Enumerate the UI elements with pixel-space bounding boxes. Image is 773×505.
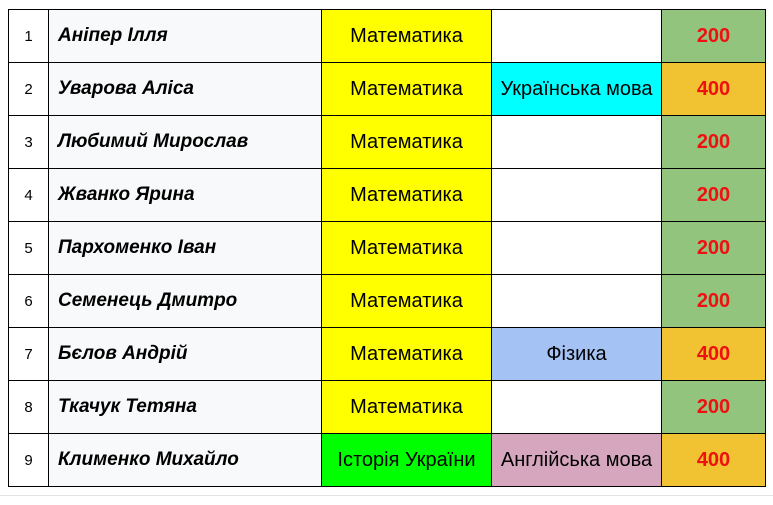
next-row-edge [0,495,773,496]
subject-1-cell[interactable]: Математика [321,380,492,434]
subject-1-cell[interactable]: Математика [321,168,492,222]
row-number-cell[interactable]: 3 [8,115,49,169]
table-body: 1 Аніпер Ілля Математика 200 2 Уварова Аліса М… [8,9,766,487]
subject-2-cell[interactable] [491,168,662,222]
subject-2-cell[interactable] [491,380,662,434]
table-row: 6 Семенець Дмитро Математика 200 [8,274,766,328]
row-number-cell[interactable]: 1 [8,9,49,63]
subject-2-cell[interactable] [491,9,662,63]
subject-2-cell[interactable] [491,115,662,169]
student-name-cell[interactable]: Бєлов Андрій [48,327,322,381]
table-row: 7 Бєлов Андрій Математика Фізика 400 [8,327,766,381]
score-cell[interactable]: 200 [661,115,766,169]
score-cell[interactable]: 200 [661,9,766,63]
student-name-cell[interactable]: Уварова Аліса [48,62,322,116]
table-row: 3 Любимий Мирослав Математика 200 [8,115,766,169]
student-name-cell[interactable]: Пархоменко Іван [48,221,322,275]
table-row: 1 Аніпер Ілля Математика 200 [8,9,766,63]
subject-2-cell[interactable] [491,274,662,328]
subject-1-cell[interactable]: Математика [321,9,492,63]
subject-1-cell[interactable]: Історія України [321,433,492,487]
table-row: 5 Пархоменко Іван Математика 200 [8,221,766,275]
score-cell[interactable]: 400 [661,62,766,116]
score-cell[interactable]: 200 [661,274,766,328]
row-number-cell[interactable]: 5 [8,221,49,275]
subject-2-cell[interactable]: Англійська мова [491,433,662,487]
row-number-cell[interactable]: 4 [8,168,49,222]
student-name-cell[interactable]: Ткачук Тетяна [48,380,322,434]
table-row: 4 Жванко Ярина Математика 200 [8,168,766,222]
table-row: 8 Ткачук Тетяна Математика 200 [8,380,766,434]
row-number-cell[interactable]: 7 [8,327,49,381]
student-name-cell[interactable]: Клименко Михайло [48,433,322,487]
table-row: 9 Клименко Михайло Історія України Англійсь… [8,433,766,487]
score-cell[interactable]: 400 [661,433,766,487]
subject-2-cell[interactable] [491,221,662,275]
row-number-cell[interactable]: 8 [8,380,49,434]
row-number-cell[interactable]: 6 [8,274,49,328]
subject-2-cell[interactable]: Українська мова [491,62,662,116]
spreadsheet-table: 1 Аніпер Ілля Математика 200 2 Уварова Аліса М… [8,9,766,487]
score-cell[interactable]: 200 [661,221,766,275]
student-name-cell[interactable]: Любимий Мирослав [48,115,322,169]
row-number-cell[interactable]: 9 [8,433,49,487]
row-number-cell[interactable]: 2 [8,62,49,116]
score-cell[interactable]: 200 [661,380,766,434]
subject-1-cell[interactable]: Математика [321,274,492,328]
subject-1-cell[interactable]: Математика [321,62,492,116]
table-row: 2 Уварова Аліса Математика Українська мова 4… [8,62,766,116]
student-name-cell[interactable]: Аніпер Ілля [48,9,322,63]
subject-1-cell[interactable]: Математика [321,115,492,169]
score-cell[interactable]: 400 [661,327,766,381]
student-name-cell[interactable]: Семенець Дмитро [48,274,322,328]
subject-2-cell[interactable]: Фізика [491,327,662,381]
subject-1-cell[interactable]: Математика [321,221,492,275]
score-cell[interactable]: 200 [661,168,766,222]
student-name-cell[interactable]: Жванко Ярина [48,168,322,222]
subject-1-cell[interactable]: Математика [321,327,492,381]
